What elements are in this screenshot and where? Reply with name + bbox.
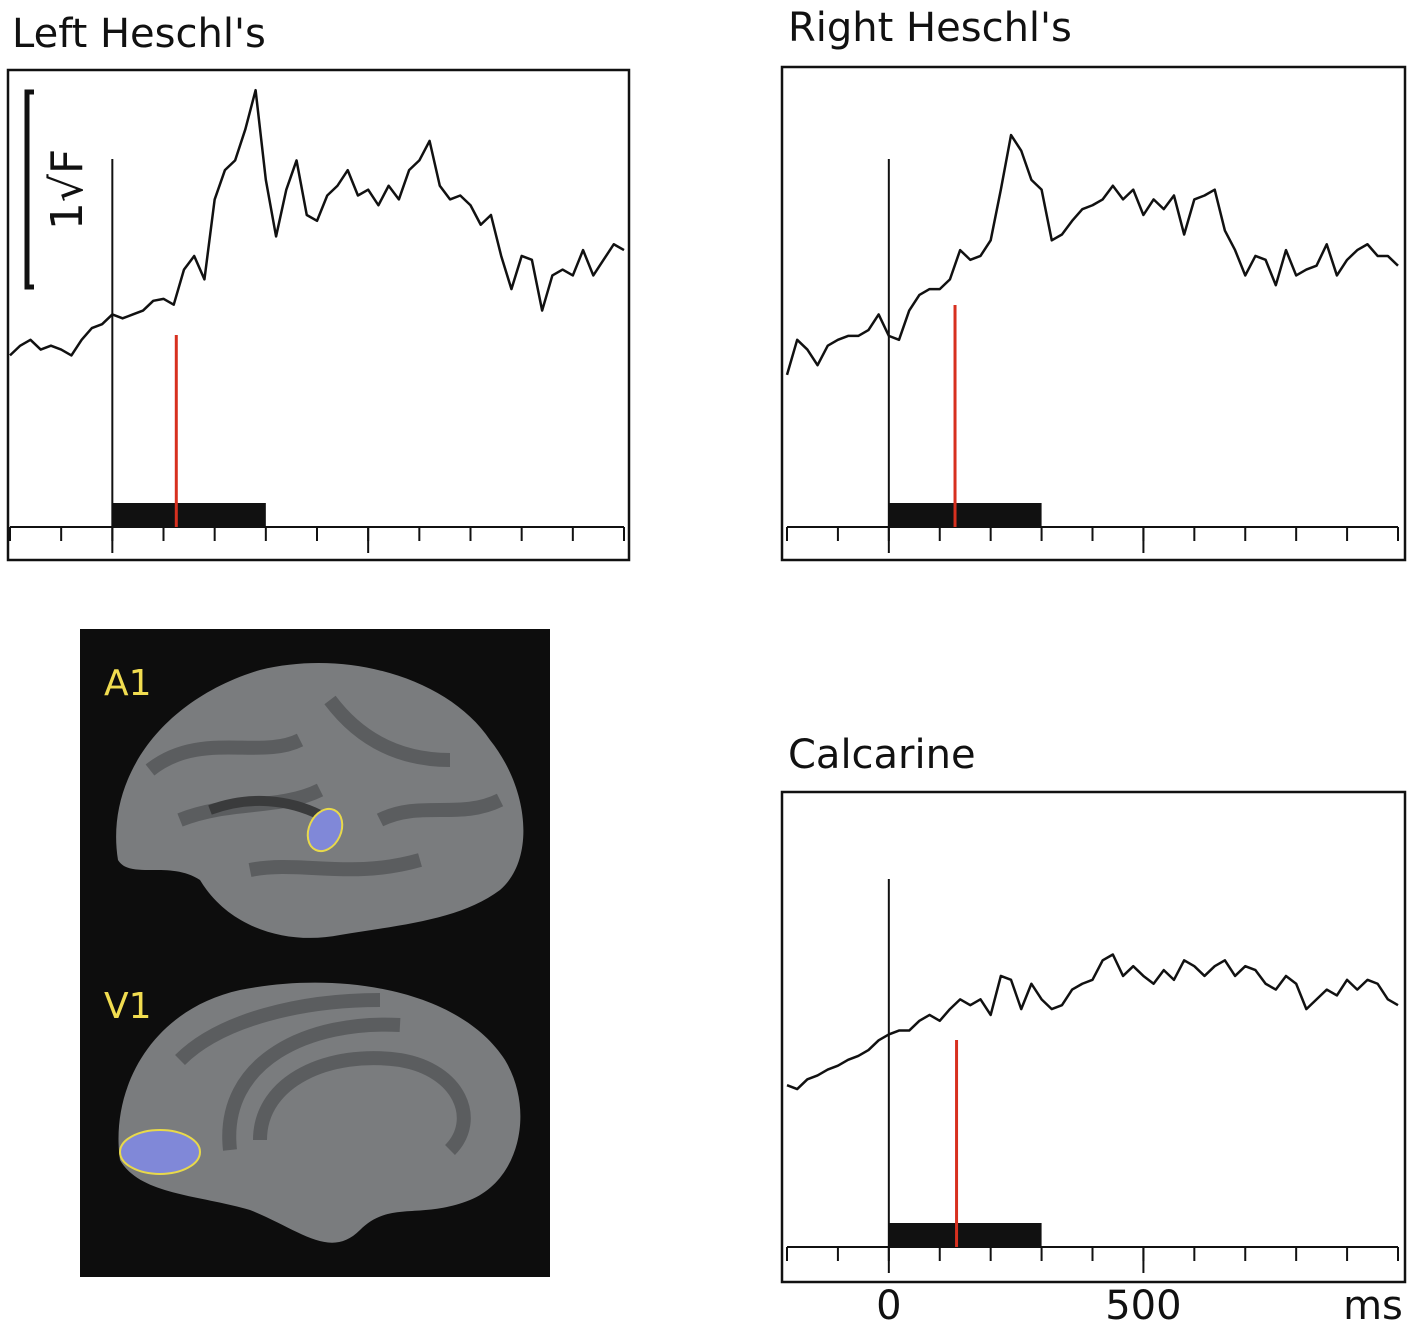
brain-medial-sulci [175, 993, 471, 1155]
plot-frame [780, 790, 1407, 1284]
plot-frame [780, 65, 1407, 562]
x-tick-label: 500 [1105, 1283, 1181, 1329]
scale-bar [24, 89, 34, 290]
region-label: A1 [104, 663, 152, 704]
x-tick-label: 0 [876, 1283, 901, 1329]
brain-medial [118, 982, 521, 1243]
brain-fissure [208, 796, 323, 820]
data-line [786, 953, 1399, 1091]
x-axis-label: ms [1343, 1283, 1403, 1329]
region-label: V1 [104, 986, 152, 1027]
plot-frame [6, 68, 631, 562]
line-chart: Calcarine 0 500 ms [780, 732, 1407, 1329]
a1-region [306, 807, 344, 853]
stimulus-bar [888, 503, 1042, 527]
v1-region [119, 1129, 201, 1175]
brain-lateral [116, 663, 524, 938]
chart-title: Left Heschl's [12, 11, 266, 57]
stimulus-bar [888, 1223, 1042, 1247]
stimulus-bar [112, 503, 266, 527]
data-line [9, 88, 625, 357]
brain-panel: A1 V1 [80, 629, 550, 1277]
line-chart: Left Heschl's 1√F [6, 11, 631, 562]
data-line [785, 133, 1399, 376]
scale-bar-label: 1√F [42, 149, 93, 230]
chart-title: Right Heschl's [788, 5, 1072, 51]
chart-title: Calcarine [788, 732, 976, 778]
line-chart: Right Heschl's [780, 5, 1407, 562]
